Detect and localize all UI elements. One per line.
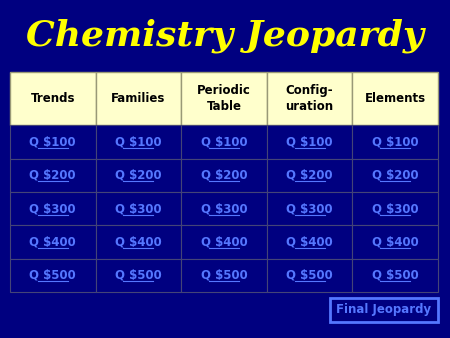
- Text: Q $500: Q $500: [286, 269, 333, 282]
- Bar: [181, 125, 267, 159]
- Bar: [10, 225, 95, 259]
- Text: Q $300: Q $300: [372, 202, 418, 215]
- Bar: [352, 125, 438, 159]
- Text: Q $200: Q $200: [372, 169, 418, 182]
- Bar: [95, 225, 181, 259]
- Bar: [330, 298, 438, 322]
- Text: Q $400: Q $400: [372, 236, 418, 248]
- Bar: [352, 72, 438, 125]
- Bar: [95, 72, 181, 125]
- Text: Q $400: Q $400: [201, 236, 248, 248]
- Text: Q $100: Q $100: [286, 136, 333, 148]
- Text: Q $500: Q $500: [372, 269, 418, 282]
- Text: Q $500: Q $500: [115, 269, 162, 282]
- Text: Q $300: Q $300: [115, 202, 162, 215]
- Text: Q $500: Q $500: [29, 269, 76, 282]
- Text: Config-
uration: Config- uration: [286, 84, 333, 113]
- Bar: [95, 259, 181, 292]
- Bar: [352, 259, 438, 292]
- Bar: [181, 72, 267, 125]
- Bar: [181, 192, 267, 225]
- Text: Trends: Trends: [31, 92, 75, 105]
- Text: Q $100: Q $100: [30, 136, 76, 148]
- Text: Q $400: Q $400: [29, 236, 76, 248]
- Text: Q $200: Q $200: [115, 169, 162, 182]
- Bar: [10, 192, 95, 225]
- Text: Q $300: Q $300: [286, 202, 333, 215]
- Text: Q $200: Q $200: [286, 169, 333, 182]
- Bar: [352, 192, 438, 225]
- Bar: [352, 225, 438, 259]
- Bar: [352, 159, 438, 192]
- Bar: [10, 159, 95, 192]
- Bar: [10, 125, 95, 159]
- Text: Chemistry Jeopardy: Chemistry Jeopardy: [26, 19, 424, 53]
- Text: Q $100: Q $100: [115, 136, 162, 148]
- Bar: [10, 259, 95, 292]
- Text: Q $300: Q $300: [30, 202, 76, 215]
- Text: Q $100: Q $100: [201, 136, 248, 148]
- Text: Q $200: Q $200: [30, 169, 76, 182]
- Bar: [267, 125, 352, 159]
- Bar: [267, 159, 352, 192]
- Bar: [267, 72, 352, 125]
- Text: Q $200: Q $200: [201, 169, 248, 182]
- Bar: [95, 192, 181, 225]
- Text: Elements: Elements: [364, 92, 426, 105]
- Bar: [95, 125, 181, 159]
- Text: Periodic
Table: Periodic Table: [197, 84, 251, 113]
- Text: Q $300: Q $300: [201, 202, 248, 215]
- Text: Q $400: Q $400: [286, 236, 333, 248]
- Text: Families: Families: [111, 92, 166, 105]
- Text: Final Jeopardy: Final Jeopardy: [337, 304, 432, 316]
- Bar: [267, 192, 352, 225]
- Bar: [181, 259, 267, 292]
- Bar: [181, 225, 267, 259]
- Text: Q $400: Q $400: [115, 236, 162, 248]
- Bar: [267, 259, 352, 292]
- Bar: [95, 159, 181, 192]
- Text: Q $100: Q $100: [372, 136, 418, 148]
- Text: Q $500: Q $500: [201, 269, 248, 282]
- Bar: [10, 72, 95, 125]
- Bar: [181, 159, 267, 192]
- Bar: [267, 225, 352, 259]
